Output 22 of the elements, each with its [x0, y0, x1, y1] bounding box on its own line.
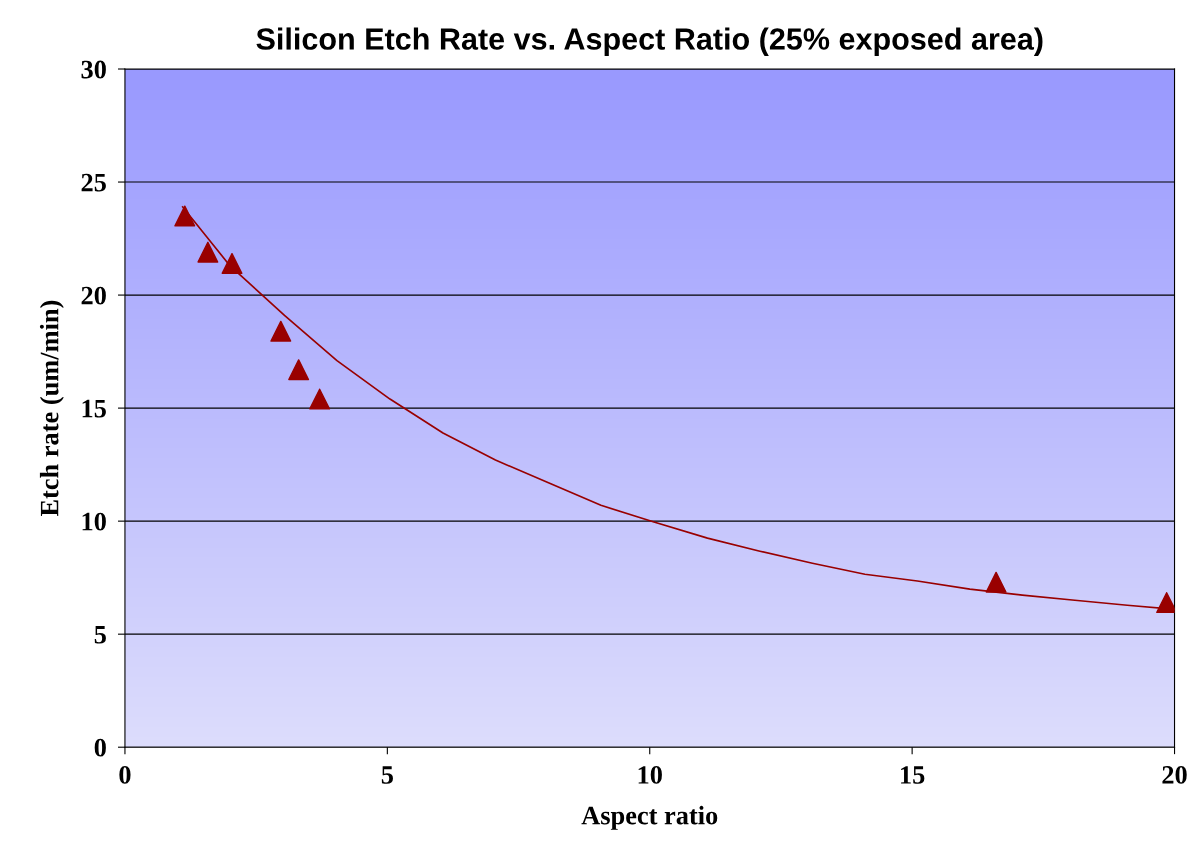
- point: [985, 571, 1007, 593]
- y-tick-label: 15: [82, 399, 106, 418]
- point: [270, 320, 292, 342]
- x-tick-label: 20: [1162, 766, 1187, 784]
- point: [288, 359, 310, 381]
- x-tick-label: 10: [638, 766, 662, 784]
- x-axis-title: Aspect ratio: [581, 805, 718, 830]
- point: [309, 388, 331, 410]
- x-tick-label: 0: [119, 766, 131, 784]
- y-tick-label: 25: [81, 173, 106, 192]
- y-tick-label: 0: [94, 738, 106, 757]
- y-axis-title: Etch rate (um/min): [39, 300, 64, 517]
- y-tick-label: 5: [94, 626, 106, 644]
- x-tick-label: 5: [381, 766, 393, 784]
- point: [221, 252, 243, 274]
- y-tick-label: 20: [81, 286, 106, 305]
- x-tick-label: 15: [901, 766, 925, 784]
- point: [197, 241, 219, 263]
- point: [174, 205, 196, 227]
- chart-title: Silicon Etch Rate vs. Aspect Ratio (25% exposed area): [256, 27, 1043, 56]
- y-tick-label: 10: [82, 512, 106, 531]
- y-tick-label: 30: [81, 60, 106, 79]
